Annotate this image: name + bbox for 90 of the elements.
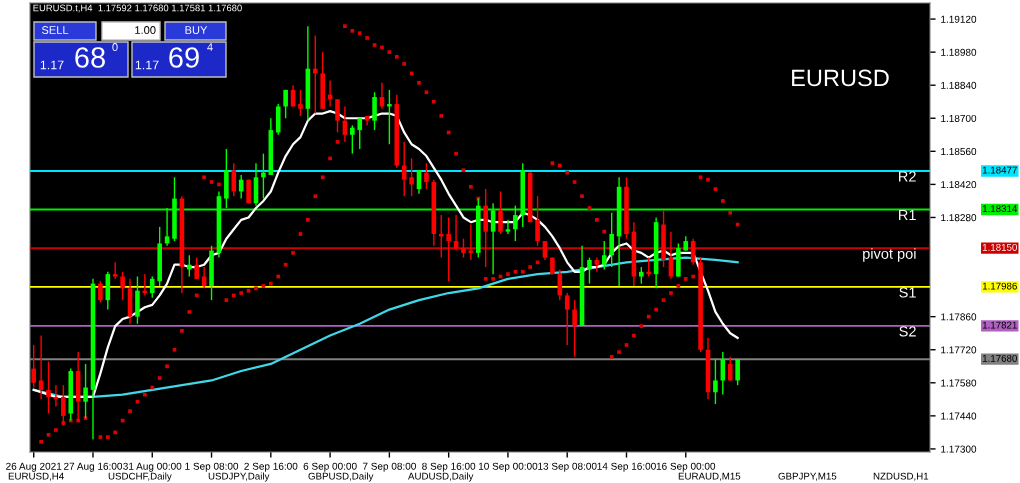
candlestick [713, 358, 718, 405]
candlestick [735, 358, 740, 386]
x-tick-label: 2 Sep 16:00 [244, 462, 298, 472]
candlestick [46, 360, 51, 415]
candlestick [646, 256, 652, 278]
text: AUDUSD,Daily [408, 472, 474, 482]
candlestick [572, 299, 577, 358]
annotation: 4 [207, 43, 213, 51]
ref-line-label: pivot poi [863, 248, 916, 262]
y-tick-label: 1.18840 [941, 81, 977, 89]
candlestick [298, 89, 303, 117]
x-tick-label: 7 Sep 08:00 [362, 462, 416, 472]
candlestick [409, 157, 414, 197]
candlestick [587, 256, 592, 285]
annotation: 1.17 68 0 [40, 43, 118, 70]
candlestick [194, 256, 200, 280]
ref-line-label: S1 [899, 287, 916, 298]
ref-line-label: S2 [899, 326, 916, 337]
candlestick [335, 98, 340, 134]
y-tick-label: 1.19120 [941, 15, 977, 23]
candlestick [446, 216, 451, 282]
text: 1.18150 [982, 243, 1017, 251]
text: NZDUSD,H1 [873, 472, 929, 481]
candlestick [401, 141, 407, 197]
y-tick-label: 1.17440 [941, 412, 977, 420]
candlestick [438, 214, 444, 259]
candlestick [387, 89, 392, 145]
chart-title: EURUSD.t,H4 1.17592 1.17680 1.17581 1.17680 [33, 4, 242, 13]
candlestick [261, 152, 266, 200]
candlestick [187, 254, 192, 278]
candlestick [350, 124, 355, 155]
candlestick [490, 202, 496, 275]
text: EURUSD,H4 [8, 472, 64, 481]
text: 1.17986 [982, 282, 1017, 290]
candlestick [149, 275, 155, 299]
candlestick [594, 256, 600, 273]
ref-line-label: R2 [899, 171, 916, 182]
x-tick-label: 8 Sep 16:00 [422, 462, 476, 472]
candlestick [609, 212, 614, 268]
text: 1.17680 [982, 354, 1017, 362]
candlestick [498, 190, 503, 235]
text: EURAUD,M15 [678, 472, 741, 481]
text: USDCHF,Daily [108, 472, 172, 482]
text: GBPUSD,Daily [308, 472, 374, 482]
candlestick [513, 204, 518, 242]
candlestick [283, 89, 288, 119]
x-tick-label: 27 Aug 16:00 [64, 462, 123, 472]
y-tick-label: 1.18420 [941, 181, 977, 189]
annotation: 69 [169, 47, 199, 68]
annotation: 1.00 [135, 26, 156, 34]
candlestick [357, 117, 363, 150]
annotation: SELL [41, 26, 69, 34]
annotation: BUY [185, 26, 208, 34]
candlestick [424, 162, 429, 190]
y-tick-label: 1.18980 [941, 48, 977, 56]
y-tick-label: 1.17300 [941, 445, 977, 453]
annotation: 1.17 [135, 60, 159, 70]
candlestick [31, 344, 36, 389]
candlestick [312, 34, 318, 115]
x-tick-label: 14 Sep 16:00 [597, 462, 656, 472]
x-tick-label: 31 Aug 00:00 [123, 462, 182, 472]
y-tick-label: 1.18280 [941, 214, 977, 222]
text: GBPJPY,M15 [778, 472, 837, 481]
text: EURUSD [792, 69, 889, 87]
y-tick-label: 1.18560 [941, 147, 977, 156]
text: 1.17821 [982, 321, 1017, 329]
y-tick-label: 1.17720 [941, 346, 977, 354]
candlestick [231, 162, 237, 197]
candlestick [98, 280, 103, 304]
text: 1.18314 [982, 205, 1018, 213]
candlestick [505, 219, 511, 235]
candlestick [564, 292, 570, 346]
candlestick [535, 195, 540, 247]
x-tick-label: 16 Sep 00:00 [656, 462, 716, 472]
x-tick-label: 26 Aug 2021 [6, 462, 62, 472]
y-tick-label: 1.17580 [941, 379, 977, 387]
text: 1.18477 [982, 166, 1017, 174]
y-tick-label: 1.17860 [941, 313, 977, 321]
candlestick [38, 334, 44, 401]
text: USDJPY,Daily [208, 472, 270, 482]
x-tick-label: 1 Sep 08:00 [185, 462, 239, 472]
y-tick-label: 1.18700 [941, 114, 977, 122]
x-tick-label: 10 Sep 00:00 [478, 462, 538, 472]
candlestick [372, 91, 377, 131]
ref-line-label: R1 [899, 209, 916, 220]
x-tick-label: 13 Sep 08:00 [538, 462, 597, 472]
candlestick [120, 271, 125, 301]
x-tick-label: 6 Sep 00:00 [303, 462, 357, 472]
candlestick [601, 240, 607, 271]
candlestick [461, 238, 466, 259]
